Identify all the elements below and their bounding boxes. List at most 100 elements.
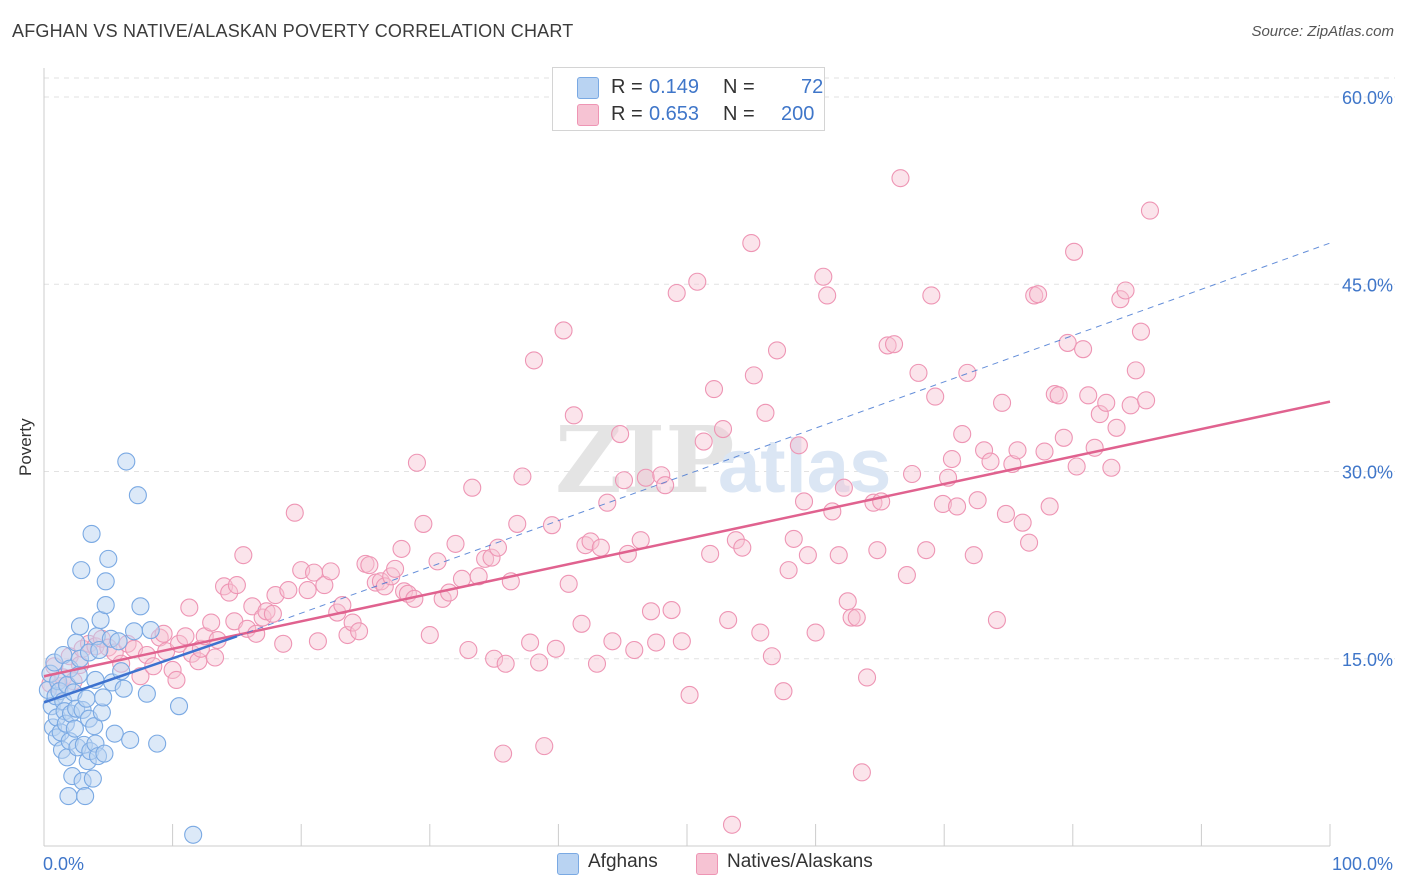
point-natives [774,682,793,701]
point-natives [902,464,922,484]
trendline-afghans-extended [236,242,1331,637]
point-natives [981,452,1000,471]
point-natives [656,476,675,495]
point-natives [279,581,298,600]
point-afghans [124,622,144,641]
point-afghans [59,787,78,806]
point-natives [744,366,763,385]
point-natives [704,380,724,399]
point-natives [321,562,340,581]
point-natives [163,660,182,680]
trend-lines [43,242,1331,704]
point-natives [909,363,928,382]
point-natives [1074,340,1093,359]
point-afghans [114,679,133,698]
point-natives [476,549,495,568]
point-afghans [137,684,156,703]
point-afghans [82,524,101,543]
point-natives [713,420,733,439]
point-afghans [77,689,96,708]
point-natives [742,234,761,253]
point-natives [360,556,379,575]
point-natives [1020,533,1039,552]
source-label: Source: ZipAtlas.com [1251,23,1394,40]
point-natives [598,493,617,512]
point-natives [868,541,887,560]
point-natives [1035,442,1054,461]
point-natives [508,514,527,533]
point-natives [767,341,787,360]
point-natives [611,424,630,444]
point-natives [1090,405,1109,424]
point-natives [176,627,195,646]
series-label-natives: Natives/Alaskans [727,851,873,872]
point-natives [789,436,808,455]
point-natives [554,321,573,340]
point-natives [993,393,1012,412]
point-natives [1116,281,1135,300]
point-natives [414,514,433,533]
legend-r-value: 0.653 [649,103,700,125]
point-natives [614,471,634,490]
point-natives [308,632,327,651]
point-natives [564,406,583,425]
point-natives [897,566,916,585]
point-natives [247,624,266,643]
point-afghans [141,620,160,640]
point-natives [513,467,532,486]
point-natives [446,534,465,553]
point-natives [530,653,549,672]
point-natives [1131,322,1151,341]
legend-swatch-natives [577,104,599,126]
point-natives [942,449,961,469]
point-natives [838,592,857,611]
point-natives [546,639,565,658]
y-axis-label: Poverty [16,418,35,476]
point-natives [756,403,775,422]
point-natives [948,497,967,516]
legend-n-value: 200 [781,103,815,125]
chart-title: AFGHAN VS NATIVE/ALASKAN POVERTY CORRELA… [12,21,574,41]
point-natives [884,335,904,354]
point-natives [798,546,817,565]
point-natives [440,583,459,602]
point-natives [814,267,833,286]
point-natives [975,441,994,460]
point-natives [1097,393,1116,412]
legend-n-value: 72 [801,76,824,98]
point-natives [779,561,798,580]
point-afghans [148,734,167,753]
point-natives [469,567,488,586]
point-afghans [96,596,115,615]
point-natives [733,538,752,557]
natives-alaskans-points [41,169,1160,834]
point-natives [494,744,513,763]
point-natives [636,468,655,487]
y-tick-label: 15.0% [1342,650,1393,670]
point-natives [350,622,369,641]
point-natives [227,576,246,595]
point-afghans [105,724,124,743]
point-natives [842,608,861,627]
point-afghans [184,825,203,844]
point-natives [672,632,691,651]
point-natives [285,503,304,522]
point-natives [953,424,972,444]
point-natives [806,623,825,642]
x-tick-label: 100.0% [1332,854,1393,874]
point-natives [180,598,199,617]
watermark-atlas: atlas [718,424,891,509]
point-natives [559,574,578,593]
point-natives [680,685,699,705]
point-natives [818,286,837,305]
series-label-afghans: Afghans [588,851,658,872]
point-natives [647,633,666,652]
point-natives [496,654,515,673]
point-natives [726,531,745,550]
point-natives [878,336,897,355]
legend-r-label: R = [611,103,643,125]
point-afghans [96,572,115,591]
point-natives [1013,513,1032,532]
